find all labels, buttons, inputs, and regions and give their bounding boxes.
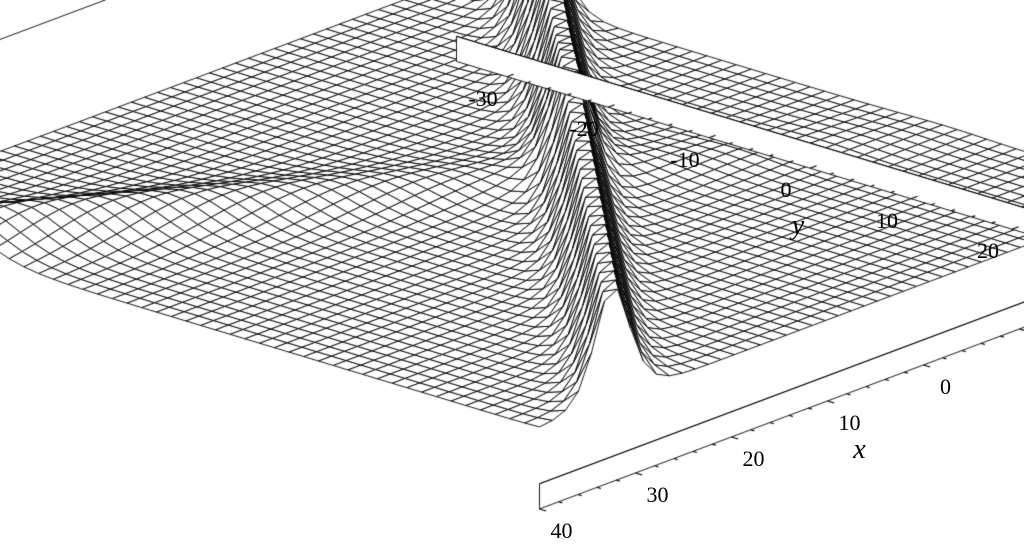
surface-canvas xyxy=(0,0,1024,544)
surface-plot: -20-10010203040-30-20-100102030-1012xyv xyxy=(0,0,1024,544)
